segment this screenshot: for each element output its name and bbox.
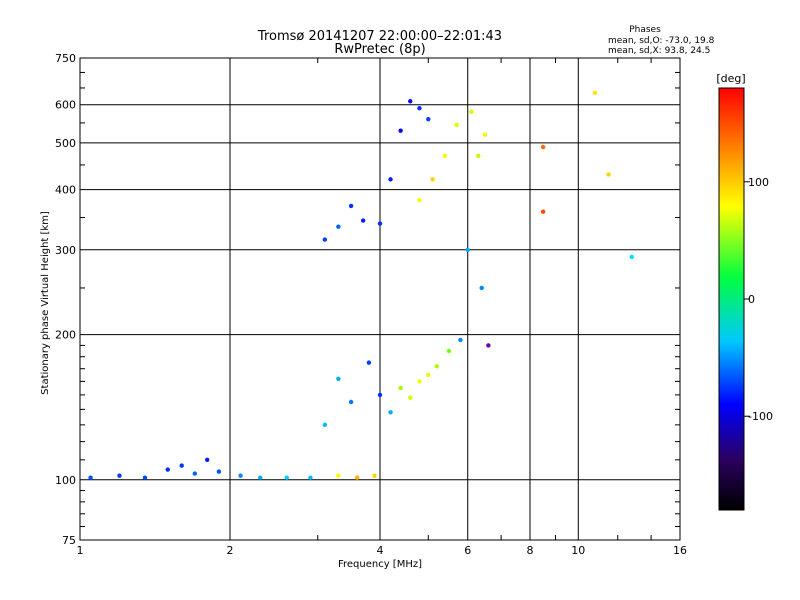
data-point: [398, 385, 403, 391]
x-tick-label: 6: [464, 544, 471, 557]
y-tick-label: 600: [55, 99, 76, 112]
data-point: [388, 410, 393, 415]
y-axis-label: Stationary phase Virtual Height [km]: [40, 211, 51, 395]
colorbar-tick-label: 100: [748, 176, 769, 189]
data-point: [284, 475, 289, 480]
data-point: [377, 392, 383, 398]
y-tick-label: 400: [55, 184, 76, 197]
data-point: [408, 99, 413, 104]
colorbar-label: [deg]: [716, 72, 745, 85]
data-point: [204, 457, 210, 463]
data-point: [592, 90, 598, 96]
data-point: [398, 128, 403, 133]
data-point: [179, 463, 184, 468]
data-point: [476, 153, 481, 159]
x-axis: 1 2 4 6 8 10 16: [77, 58, 687, 557]
y-tick-label: 500: [55, 137, 76, 150]
y-tick-label: 100: [55, 474, 76, 487]
data-point: [308, 475, 313, 480]
stats-line-o: mean, sd,O: -73.0, 19.8: [608, 36, 715, 46]
y-tick-label: 75: [62, 534, 76, 547]
data-point: [354, 475, 360, 480]
x-tick-label: 10: [571, 544, 585, 557]
colorbar-tick-label: -100: [748, 410, 773, 423]
data-point: [88, 475, 93, 480]
data-point: [540, 144, 546, 150]
data-point: [417, 106, 422, 111]
data-point: [372, 473, 377, 478]
x-axis-label: Frequency [MHz]: [338, 559, 422, 570]
data-point: [336, 473, 341, 478]
colorbar: [718, 87, 745, 511]
colorbar-ticks: 100 0 -100: [744, 176, 773, 423]
data-point: [426, 372, 431, 378]
data-point: [322, 422, 328, 428]
data-point: [192, 471, 198, 476]
x-tick-label: 8: [527, 544, 534, 557]
y-tick-label: 750: [55, 52, 76, 65]
data-point: [348, 203, 354, 209]
x-tick-label: 2: [227, 544, 234, 557]
data-point: [479, 285, 484, 291]
data-point: [336, 376, 341, 381]
data-point: [434, 364, 439, 369]
data-point: [606, 172, 611, 177]
x-tick-label: 1: [77, 544, 84, 557]
data-point: [377, 221, 383, 226]
data-point: [388, 177, 393, 182]
data-point: [482, 132, 488, 137]
data-point: [322, 237, 328, 242]
colorbar-tick-label: 0: [748, 293, 755, 306]
y-tick-label: 200: [55, 329, 76, 342]
data-point: [469, 109, 474, 115]
data-points: [88, 90, 634, 480]
data-point: [629, 254, 634, 260]
chart-subtitle: RwPretec (8p): [334, 42, 425, 57]
data-point: [446, 348, 452, 354]
data-point: [540, 209, 546, 214]
data-point: [216, 469, 222, 474]
data-point: [360, 218, 366, 223]
data-point: [458, 337, 463, 343]
data-point: [417, 198, 422, 203]
data-point: [408, 395, 413, 400]
data-point: [258, 475, 263, 480]
data-point: [165, 467, 170, 472]
data-point: [426, 116, 431, 122]
data-point: [336, 224, 341, 229]
data-point: [442, 153, 448, 159]
data-point: [417, 379, 422, 384]
stats-line-x: mean, sd,X: 93.8, 24.5: [608, 46, 710, 56]
y-tick-label: 300: [55, 244, 76, 257]
data-point: [366, 360, 372, 365]
data-point: [465, 247, 470, 253]
data-point: [238, 473, 243, 478]
y-axis: 75 100 200 300 400 500 600 750: [55, 52, 680, 547]
data-point: [117, 473, 122, 478]
data-point: [430, 177, 435, 182]
grid-lines: [80, 58, 680, 540]
x-tick-label: 16: [673, 544, 687, 557]
data-point: [454, 122, 459, 128]
data-point: [142, 475, 148, 480]
data-point: [348, 399, 354, 405]
stats-title: Phases: [629, 25, 661, 35]
x-tick-label: 4: [377, 544, 384, 557]
data-point: [486, 343, 491, 348]
chart-title: Tromsø 20141207 22:00:00–22:01:43: [257, 29, 502, 44]
